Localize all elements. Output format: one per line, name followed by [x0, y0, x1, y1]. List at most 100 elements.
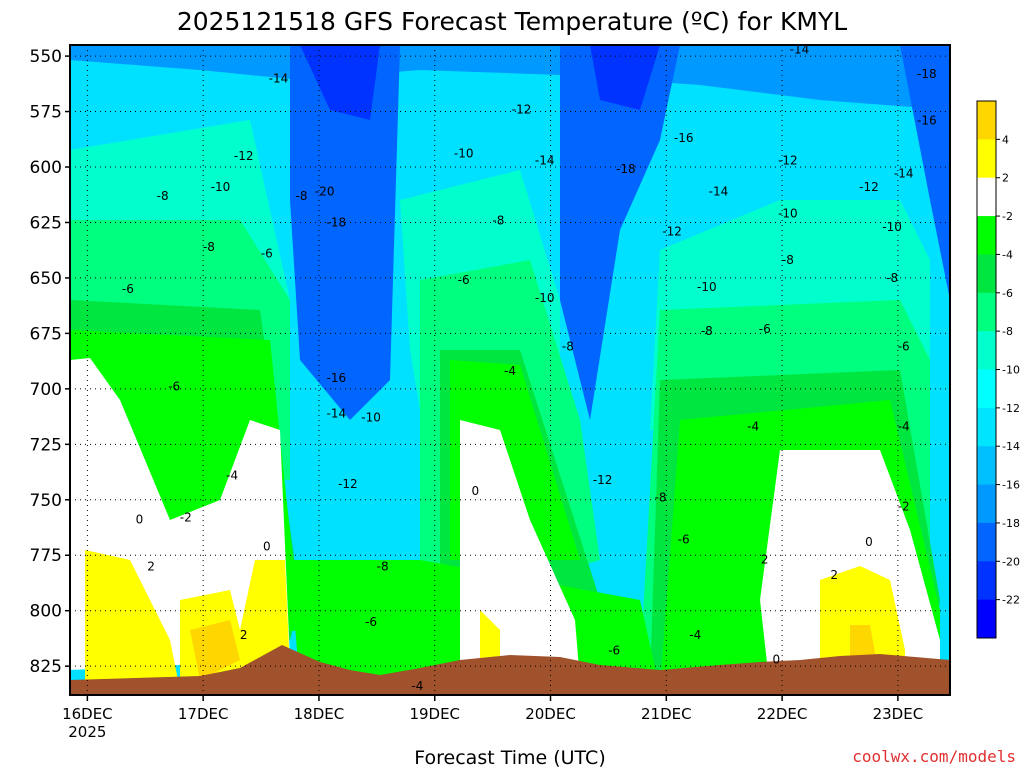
color-bar-band — [977, 254, 996, 294]
contour-label: 2 — [240, 628, 248, 642]
contour-label: -14 — [894, 167, 914, 181]
y-tick-label: 600 — [30, 158, 62, 178]
contour-label: -4 — [689, 628, 701, 642]
contour-label: 0 — [263, 539, 271, 553]
y-tick-label: 575 — [30, 103, 62, 123]
contour-label: -6 — [759, 322, 771, 336]
x-tick-label: 23DEC — [873, 705, 924, 723]
contour-label: -12 — [593, 473, 613, 487]
contour-label: -4 — [504, 364, 516, 378]
contour-label: -10 — [535, 291, 555, 305]
contour-label: -12 — [778, 153, 798, 167]
color-bar-band — [977, 484, 996, 524]
chart-title: 2025121518 GFS Forecast Temperature (ºC)… — [177, 7, 847, 36]
y-axis-ticks: 550 575 600 625 650 675 700 725 750 775 800 825 — [30, 47, 70, 677]
credit-text: coolwx.com/models — [852, 747, 1016, 766]
contour-label: -6 — [168, 380, 180, 394]
x-tick-label: 17DEC — [178, 705, 229, 723]
contour-label: -10 — [361, 411, 381, 425]
y-tick-label: 825 — [30, 657, 62, 677]
contour-label: -6 — [122, 282, 134, 296]
color-bar-band — [977, 139, 996, 179]
color-bar-tick-label: -14 — [1002, 440, 1020, 453]
contour-label: -10 — [454, 147, 474, 161]
contour-label: -8 — [377, 559, 389, 573]
color-bar-tick-label: 2 — [1002, 172, 1009, 185]
y-tick-label: 550 — [30, 47, 62, 67]
contour-label: -6 — [608, 644, 620, 658]
contour-label: -12 — [512, 102, 532, 116]
color-bar-tick-label: 4 — [1002, 133, 1009, 146]
contour-label: 2 — [761, 553, 769, 567]
color-bar: 4 2 -2 -4 -6 -8 -10 -12 -14 -16 -18 -20 -22 — [976, 100, 1020, 639]
contour-label: -16 — [327, 371, 347, 385]
contour-label: -14 — [535, 153, 555, 167]
x-axis-year-label: 2025 — [68, 723, 106, 741]
contour-label: 2 — [147, 559, 155, 573]
contour-label: 2 — [830, 568, 838, 582]
y-tick-label: 625 — [30, 213, 62, 233]
x-tick-label: 16DEC — [62, 705, 113, 723]
contour-label: -10 — [882, 220, 902, 234]
contour-label: -12 — [662, 224, 682, 238]
contour-label: -10 — [697, 280, 717, 294]
contour-labels: -14-20-18-16-14 -10-12-8-6-4-12-10-8 -8-8-… — [122, 42, 937, 693]
contour-label: 0 — [865, 535, 873, 549]
temperature-field — [70, 45, 950, 695]
color-bar-tick-label: -6 — [1002, 287, 1013, 300]
y-tick-label: 750 — [30, 491, 62, 511]
color-bar-band — [977, 446, 996, 486]
contour-label: -6 — [261, 247, 273, 261]
contour-label: -8 — [886, 271, 898, 285]
color-bar-tick-label: -16 — [1002, 479, 1020, 492]
contour-label: -8 — [782, 253, 794, 267]
contour-label: -16 — [674, 131, 694, 145]
contour-label: -6 — [365, 615, 377, 629]
grid-lines — [70, 45, 950, 695]
y-tick-label: 650 — [30, 269, 62, 289]
color-bar-band — [977, 216, 996, 255]
y-tick-label: 675 — [30, 324, 62, 344]
y-tick-label: 700 — [30, 380, 62, 400]
contour-label: -8 — [492, 213, 504, 227]
y-tick-label: 800 — [30, 602, 62, 622]
contour-label: -8 — [157, 189, 169, 203]
color-bar-band — [977, 369, 996, 409]
contour-label: -18 — [327, 215, 347, 229]
color-bar-band — [977, 561, 996, 601]
contour-label: -12 — [234, 149, 254, 163]
contour-label: -4 — [898, 420, 910, 434]
contour-label: -4 — [747, 420, 759, 434]
contour-label: -14 — [269, 71, 289, 85]
contour-label: 0 — [471, 484, 479, 498]
color-bar-band — [977, 522, 996, 562]
x-axis-ticks: 16DEC 17DEC 18DEC 19DEC 20DEC 21DEC 22DEC 23DEC — [62, 695, 923, 723]
x-tick-label: 20DEC — [525, 705, 576, 723]
color-bar-band — [977, 177, 996, 217]
contour-label: 0 — [772, 653, 780, 667]
contour-label: 0 — [136, 513, 144, 527]
color-bar-band — [977, 599, 996, 639]
contour-label: -18 — [616, 162, 636, 176]
contour-label: -4 — [411, 679, 423, 693]
contour-label: -20 — [315, 184, 335, 198]
color-bar-band — [977, 407, 996, 447]
color-bar-tick-label: -8 — [1002, 325, 1013, 338]
contour-label: -2 — [180, 511, 192, 525]
y-tick-label: 775 — [30, 546, 62, 566]
contour-label: -8 — [655, 491, 667, 505]
contour-label: -12 — [338, 477, 358, 491]
contour-label: -14 — [709, 184, 729, 198]
contour-label: -6 — [898, 340, 910, 354]
x-tick-label: 18DEC — [294, 705, 345, 723]
x-axis-label: Forecast Time (UTC) — [414, 747, 605, 768]
color-bar-tick-label: -22 — [1002, 594, 1020, 607]
color-bar-tick-label: -4 — [1002, 248, 1013, 261]
color-bar-band — [977, 101, 996, 140]
x-tick-label: 22DEC — [757, 705, 808, 723]
contour-label: -8 — [562, 340, 574, 354]
contour-label: -2 — [898, 499, 910, 513]
plot-frame — [69, 44, 951, 696]
color-bar-band — [977, 331, 996, 370]
